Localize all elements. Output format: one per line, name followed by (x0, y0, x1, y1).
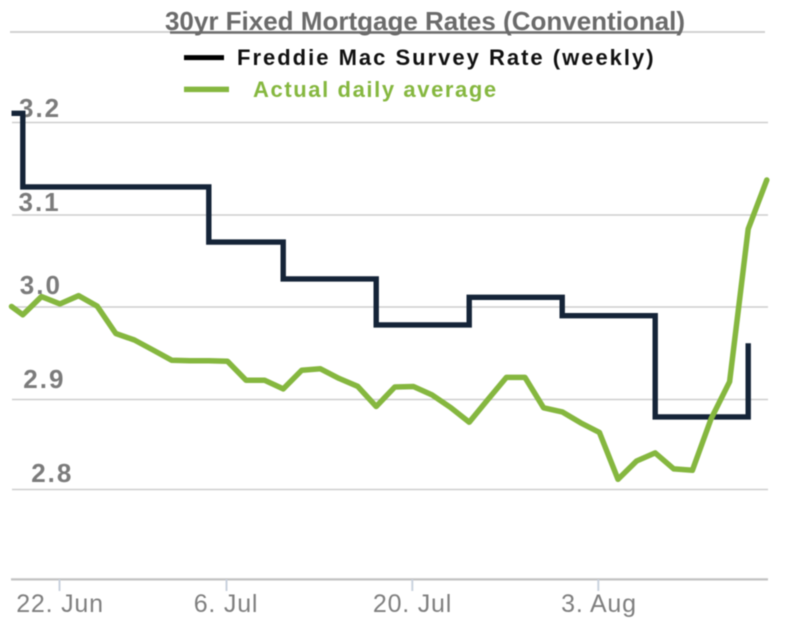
svg-text:30yr Fixed Mortgage Rates (Con: 30yr Fixed Mortgage Rates (Conventional) (165, 6, 685, 36)
svg-text:2.9: 2.9 (23, 364, 65, 394)
svg-text:20. Jul: 20. Jul (373, 590, 452, 618)
svg-text:3.2: 3.2 (19, 93, 61, 123)
svg-text:6. Jul: 6. Jul (194, 590, 259, 618)
svg-text:3.1: 3.1 (19, 187, 61, 217)
svg-text:Freddie Mac Survey Rate (weekl: Freddie Mac Survey Rate (weekly) (237, 45, 656, 70)
svg-text:Actual daily average: Actual daily average (253, 77, 498, 102)
svg-text:22. Jun: 22. Jun (16, 590, 104, 618)
svg-text:2.8: 2.8 (31, 458, 73, 488)
svg-text:3. Aug: 3. Aug (561, 590, 637, 618)
